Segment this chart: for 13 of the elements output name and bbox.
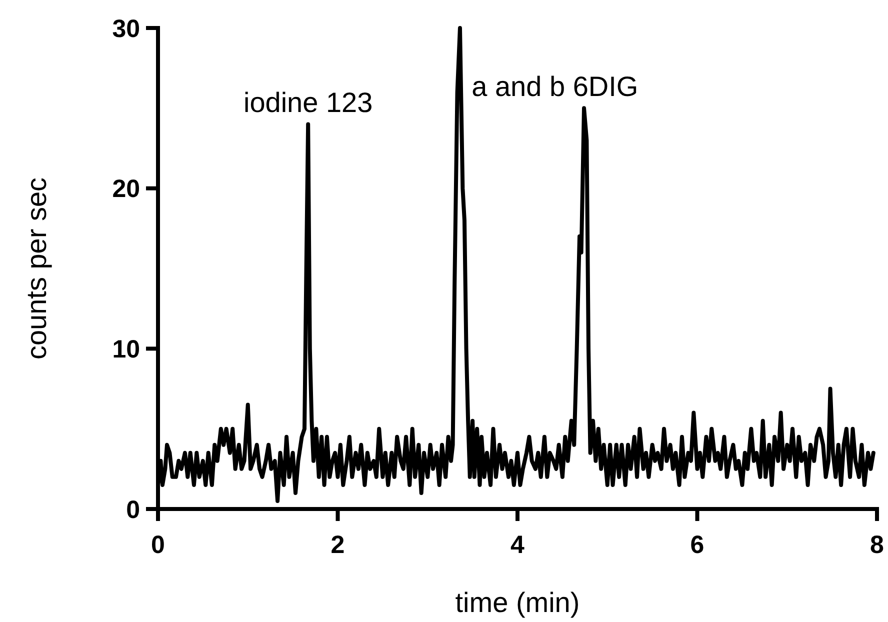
y-tick-label: 0 [126,496,140,524]
x-axis-title: time (min) [455,587,580,618]
x-tick-label: 8 [870,531,884,559]
annotation: iodine 123 [243,87,373,118]
x-tick-label: 2 [330,531,345,559]
y-axis-title: counts per sec [21,177,52,360]
x-tick-label: 0 [151,531,165,559]
x-tick-label: 6 [690,531,704,559]
y-tick-label: 30 [112,14,140,43]
y-tick-label: 10 [112,335,140,364]
annotation: a and b 6DIG [472,71,638,102]
y-tick-label: 20 [112,175,140,204]
x-tick-label: 4 [510,531,525,559]
